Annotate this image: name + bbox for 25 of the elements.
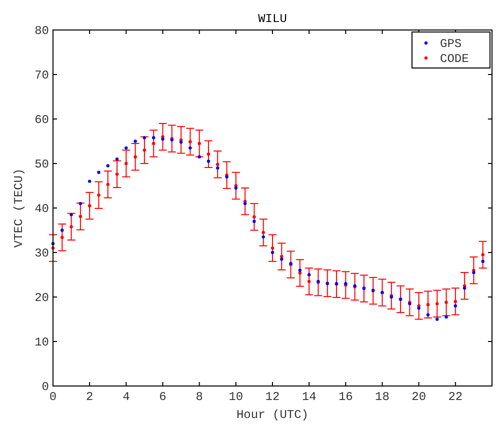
x-tick-label: 8 <box>196 390 203 404</box>
x-axis-title: Hour (UTC) <box>236 408 309 422</box>
x-tick-label: 22 <box>448 390 463 404</box>
legend-label: GPS <box>440 37 462 51</box>
x-tick-label: 16 <box>338 390 353 404</box>
y-tick-label: 80 <box>34 24 49 38</box>
x-tick-label: 12 <box>265 390 280 404</box>
chart-title: WILU <box>258 12 287 26</box>
y-tick-label: 20 <box>34 291 49 305</box>
x-tick-label: 2 <box>86 390 94 404</box>
y-tick-label: 30 <box>34 246 49 260</box>
x-tick-label: 10 <box>228 390 244 404</box>
y-axis-title: VTEC (TECU) <box>12 168 26 248</box>
y-tick-label: 10 <box>34 336 49 350</box>
y-tick-label: 40 <box>34 202 49 216</box>
legend-label: CODE <box>440 52 469 66</box>
y-tick-label: 70 <box>34 68 49 82</box>
y-tick-label: 0 <box>42 380 49 394</box>
x-tick-label: 6 <box>159 390 166 404</box>
x-tick-label: 14 <box>302 390 316 404</box>
y-tick-label: 60 <box>34 113 49 127</box>
x-tick-label: 4 <box>122 390 130 404</box>
x-tick-label: 18 <box>375 390 390 404</box>
x-tick-label: 20 <box>412 390 426 404</box>
y-tick-label: 50 <box>34 158 49 172</box>
